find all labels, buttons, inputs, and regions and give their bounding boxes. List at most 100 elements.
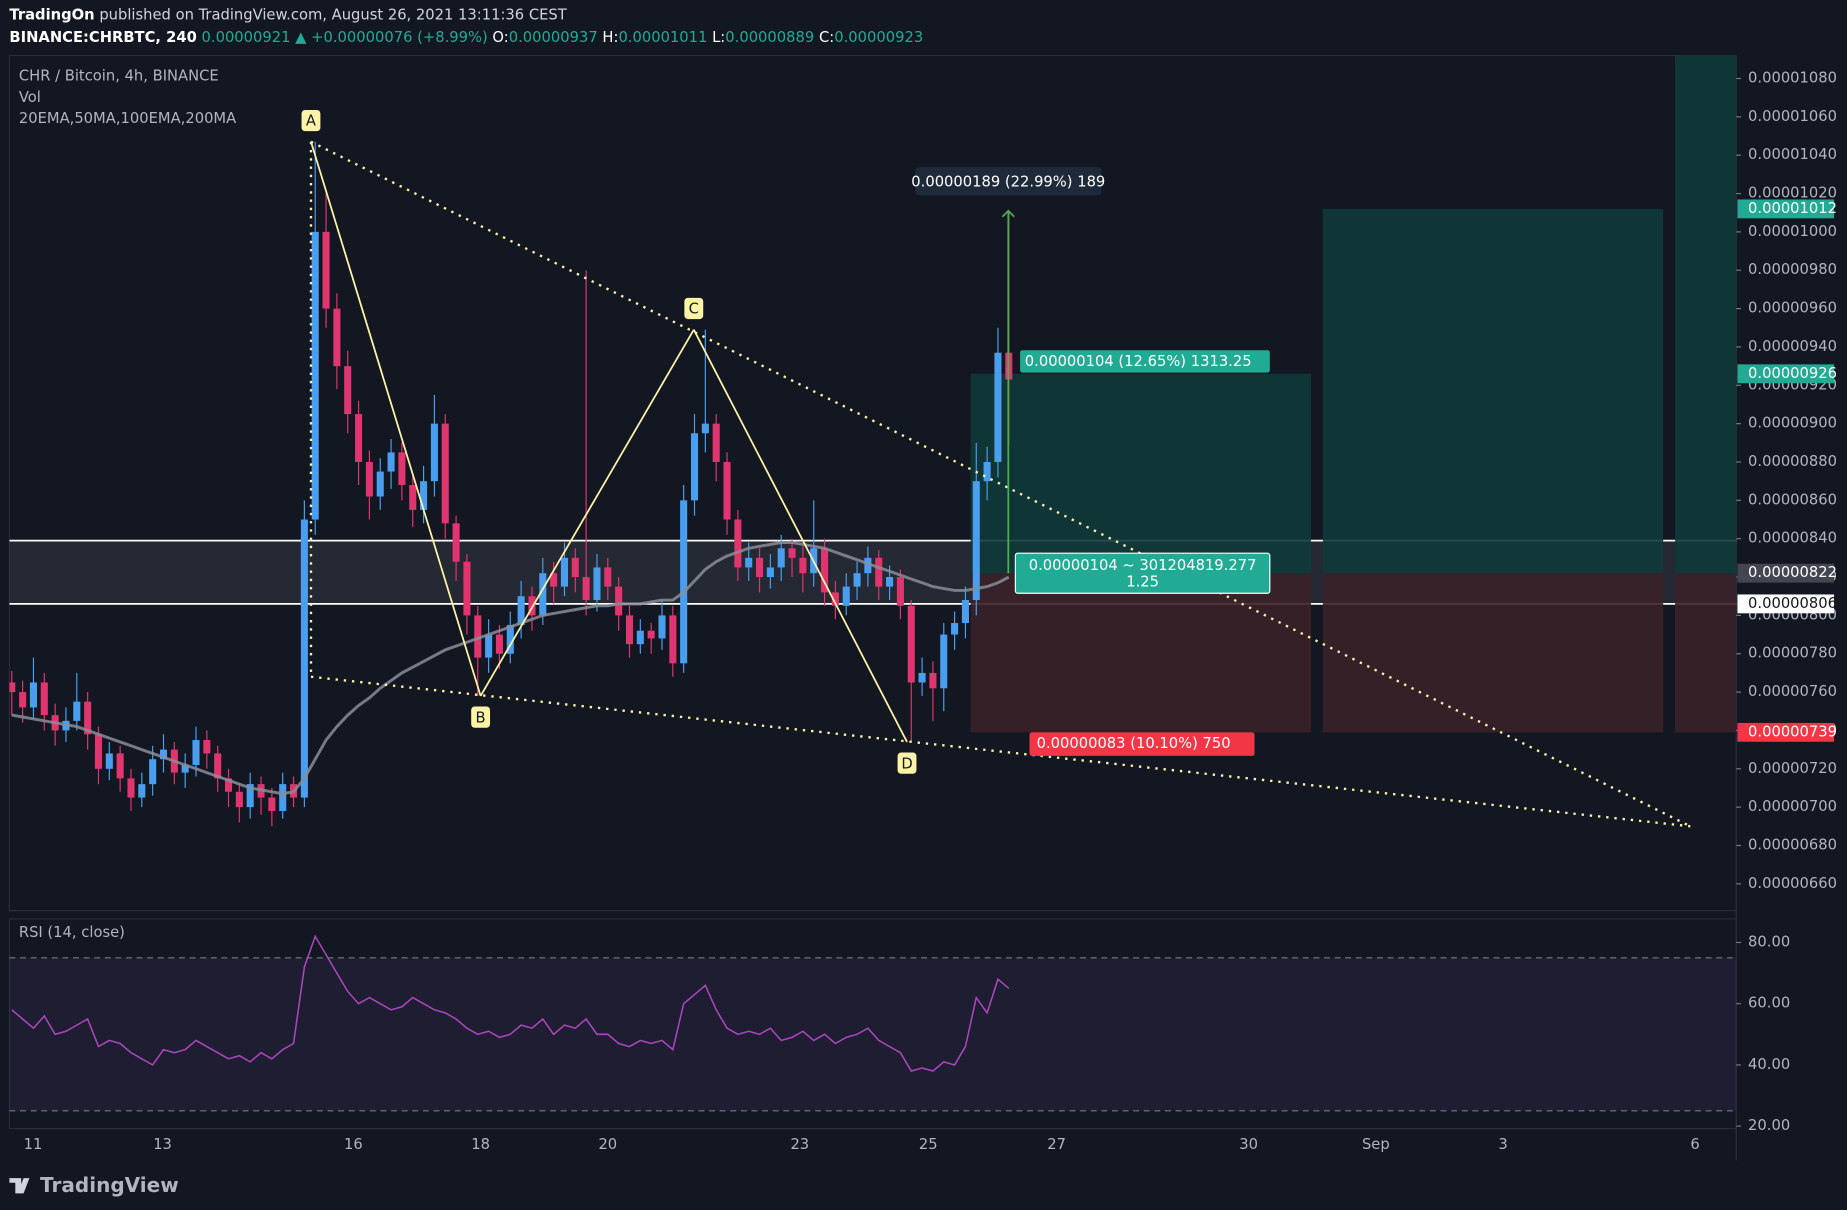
price-marker — [1737, 199, 1835, 219]
candle-body — [615, 586, 623, 616]
candle-body — [235, 791, 243, 808]
rsi-plot — [9, 934, 1737, 1112]
candle-body — [485, 634, 493, 658]
candle-body — [441, 423, 449, 524]
pattern-point-label: A — [306, 113, 316, 130]
y-tick-label: 0.00000900 — [1748, 415, 1837, 432]
price-marker-label: 0.00000739 — [1748, 723, 1837, 740]
x-tick-label: 18 — [471, 1136, 490, 1153]
ma-legend: 20EMA,50MA,100EMA,200MA — [19, 110, 236, 127]
candle-body — [105, 753, 113, 769]
position-loss — [1675, 573, 1737, 733]
candle-body — [355, 414, 363, 462]
candle-body — [517, 596, 525, 625]
candle-body — [951, 623, 959, 635]
main-plot: A B C D 0.00000189 (22.99%) 189 0.00000104 (1… — [9, 55, 1737, 828]
rsi-y-tick-label: 20.00 — [1748, 1117, 1790, 1134]
candle-body — [842, 586, 850, 606]
volume-label: Vol — [19, 89, 41, 106]
logo-icon — [9, 1178, 30, 1194]
candle-body — [452, 523, 460, 562]
ohlc-value: 0.00001011 — [618, 29, 707, 46]
candle-body — [712, 423, 720, 462]
candle-body — [398, 452, 406, 486]
candle-body — [821, 548, 829, 593]
candle-body — [474, 615, 482, 658]
candle-body — [853, 573, 861, 587]
candle-body — [723, 461, 731, 520]
candle-body — [224, 778, 233, 792]
candle-body — [420, 481, 428, 510]
y-tick-label: 0.00001040 — [1748, 146, 1837, 163]
candle-body — [983, 461, 991, 482]
y-tick-label: 0.00001020 — [1748, 185, 1837, 202]
candle-body — [636, 630, 644, 645]
header-line: TradingOn published on TradingView.com, … — [9, 6, 567, 23]
y-tick-label: 0.00000780 — [1748, 645, 1837, 662]
author: TradingOn — [9, 6, 94, 23]
pattern-point-box — [897, 752, 917, 774]
position-profit — [1675, 55, 1737, 574]
symbol: BINANCE:CHRBTC, 240 — [9, 29, 196, 46]
y-tick-label: 0.00000660 — [1748, 875, 1837, 892]
candle-body — [929, 672, 937, 689]
x-tick-label: 6 — [1690, 1136, 1699, 1153]
candle-body — [344, 366, 352, 415]
candle-body — [40, 682, 48, 716]
y-tick-label: 0.00000840 — [1748, 530, 1837, 547]
ohlc-key: H: — [602, 29, 618, 46]
candle-body — [582, 577, 590, 601]
candle-body — [322, 231, 330, 309]
candle-body — [658, 615, 666, 639]
price-marker-label: 0.00000926 — [1748, 365, 1837, 382]
rsi-y-tick-label: 80.00 — [1748, 933, 1790, 950]
candle-body — [604, 567, 612, 587]
x-tick-label: 30 — [1239, 1136, 1258, 1153]
candle-body — [29, 682, 37, 708]
candle-body — [669, 615, 677, 664]
price-marker — [1737, 594, 1835, 614]
position-loss — [970, 573, 1312, 733]
x-tick-label: 27 — [1047, 1136, 1066, 1153]
candle-body — [886, 577, 894, 587]
candle-body — [799, 557, 807, 574]
candle-body — [788, 548, 796, 558]
candle-body — [192, 740, 200, 765]
center-box — [1014, 552, 1271, 594]
pattern-leg — [693, 329, 908, 743]
x-tick-label: 16 — [344, 1136, 363, 1153]
y-tick-label: 0.00000980 — [1748, 261, 1837, 278]
stop-label: 0.00000083 (10.10%) 750 — [1037, 735, 1231, 752]
candle-body — [138, 784, 146, 798]
candle-body — [149, 759, 157, 785]
candle-body — [214, 753, 222, 779]
y-tick-label: 0.00000700 — [1748, 798, 1837, 815]
ohlc-value: 0.00000923 — [834, 29, 923, 46]
candle-body — [203, 740, 211, 754]
rsi-y-tick-label: 60.00 — [1748, 995, 1790, 1012]
position-profit — [1322, 208, 1664, 574]
y-tick-label: 0.00000940 — [1748, 338, 1837, 355]
ratio-label: 1.25 — [1126, 574, 1159, 591]
y-tick-label: 0.00000680 — [1748, 836, 1837, 853]
candle-body — [365, 461, 373, 497]
y-tick-label: 0.00000960 — [1748, 300, 1837, 317]
stop-box — [1029, 732, 1255, 756]
candle-body — [159, 749, 168, 760]
candle-body — [994, 352, 1002, 462]
pattern-point-label: D — [901, 755, 912, 772]
x-tick-label: 13 — [153, 1136, 172, 1153]
candle-body — [127, 778, 135, 798]
candle-body — [625, 615, 634, 645]
candle-body — [690, 433, 699, 501]
x-tick-label: Sep — [1362, 1136, 1390, 1153]
target-label: 0.00000104 (12.65%) 1313.25 — [1025, 353, 1252, 370]
candle-body — [571, 557, 579, 578]
pattern-point-label: B — [476, 709, 486, 726]
candle-body — [73, 701, 81, 721]
candle-body — [701, 423, 709, 434]
rsi-title: RSI (14, close) — [19, 924, 125, 941]
ma-line — [11, 541, 1010, 796]
pattern-leg — [310, 141, 482, 697]
